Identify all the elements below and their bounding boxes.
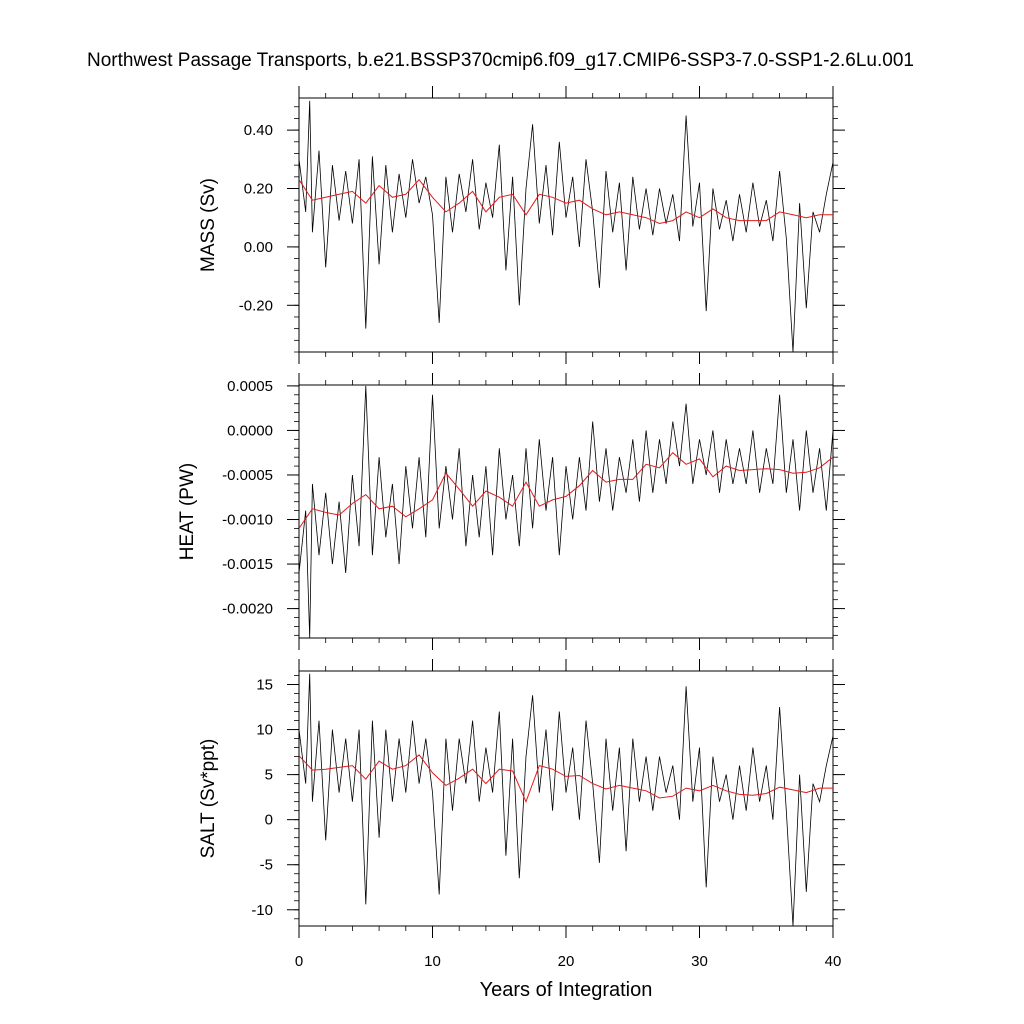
- ytick-label: -0.0015: [222, 556, 273, 573]
- ytick-label: -10: [251, 902, 273, 919]
- ytick-label: 0.40: [244, 122, 273, 139]
- series-smoothed-mass: [299, 178, 833, 225]
- x-axis-title: Years of Integration: [480, 979, 653, 1001]
- y-axis-title-mass: MASS (Sv): [198, 178, 219, 272]
- ytick-label: 0.20: [244, 181, 273, 198]
- panel-salt: 15 10 5 0 -5 -10 0 10 20 30 40 SALT (Sv*ppt): [198, 659, 845, 970]
- ytick-label: 0.0000: [227, 422, 273, 439]
- series-raw-heat: [299, 385, 833, 638]
- xtick-label: 0: [295, 953, 303, 970]
- plot-frame-heat: [298, 384, 834, 639]
- series-smoothed-salt: [299, 754, 833, 804]
- ytick-label: 0: [265, 812, 273, 829]
- ytick-label: -0.0005: [222, 467, 273, 484]
- ytick-label: 10: [256, 722, 273, 739]
- ytick-label: -0.0020: [222, 601, 273, 618]
- ytick-label: -0.0010: [222, 512, 273, 529]
- y-axis-title-salt: SALT (Sv*ppt): [198, 739, 219, 859]
- plot-frame-salt: [298, 670, 834, 927]
- plot-frame-mass: [298, 97, 834, 353]
- panels: 0.40 0.20 0.00 -0.20 MASS (Sv) 0.0005 0.0000 -0…: [177, 86, 845, 970]
- chart-title: Northwest Passage Transports, b.e21.BSSP…: [87, 50, 914, 71]
- ytick-label: 0.0005: [227, 378, 273, 395]
- xtick-label: 40: [825, 953, 842, 970]
- panel-mass: 0.40 0.20 0.00 -0.20 MASS (Sv): [198, 86, 845, 364]
- y-axis-title-heat: HEAT (PW): [177, 463, 198, 560]
- series-raw-mass: [299, 100, 833, 352]
- ytick-label: -5: [260, 857, 273, 874]
- xtick-label: 30: [691, 953, 708, 970]
- xtick-label: 10: [424, 953, 441, 970]
- xtick-label: 20: [558, 953, 575, 970]
- series-raw-salt: [299, 673, 833, 926]
- ytick-label: -0.20: [239, 297, 273, 314]
- series-smoothed-heat: [299, 451, 833, 529]
- panel-heat: 0.0005 0.0000 -0.0005 -0.0010 -0.0015 -0.0020…: [177, 373, 845, 650]
- ytick-label: 0.00: [244, 239, 273, 256]
- ytick-label: 15: [256, 677, 273, 694]
- ytick-label: 5: [265, 767, 273, 784]
